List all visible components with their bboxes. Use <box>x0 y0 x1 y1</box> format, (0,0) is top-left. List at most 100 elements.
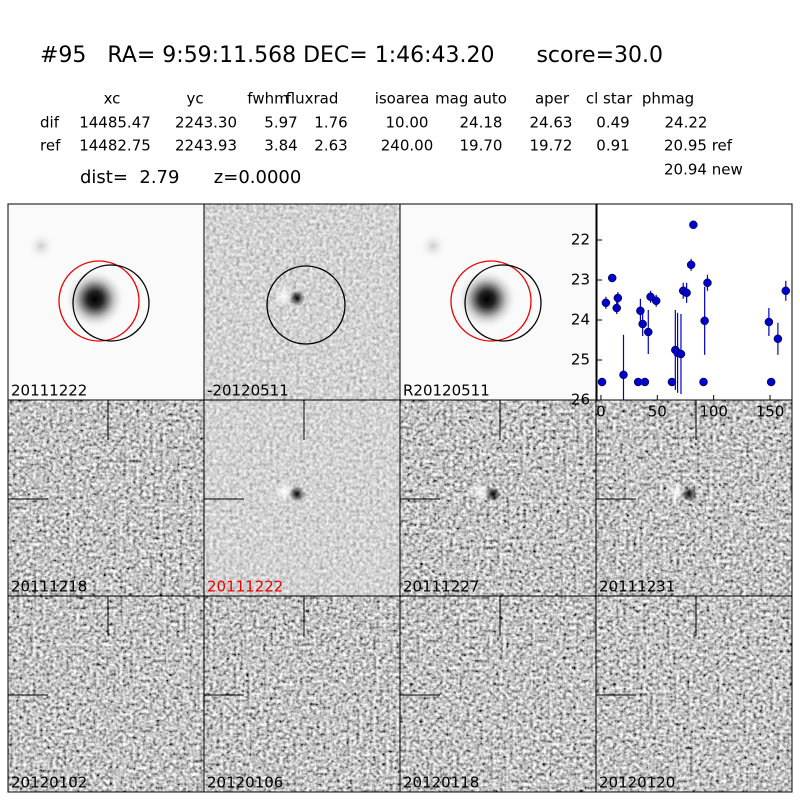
point <box>764 317 774 327</box>
point <box>644 327 653 337</box>
table-cell: 19.70 <box>460 137 503 155</box>
panel-label: 20111222 <box>207 578 283 596</box>
point <box>612 303 621 313</box>
point <box>619 370 628 380</box>
column-header: aper <box>535 90 570 108</box>
point <box>597 377 607 387</box>
panel-noise <box>8 596 204 792</box>
table-cell: 14482.75 <box>79 137 151 155</box>
x-tick-label: 100 <box>699 403 728 421</box>
point <box>667 377 677 387</box>
panel-noise <box>204 596 400 792</box>
red-circle <box>450 260 532 342</box>
table-cell: 0.49 <box>596 114 629 132</box>
positive-blob <box>274 286 294 306</box>
image-panel: 20120106 <box>203 595 401 793</box>
table-cell: 240.00 <box>381 137 434 155</box>
table-cell: 10.00 <box>386 114 429 132</box>
y-tick-label: 24 <box>571 311 590 329</box>
table-cell: 5.97 <box>264 114 297 132</box>
panel-label: 20120106 <box>207 774 283 792</box>
panel-label: 20120118 <box>403 774 479 792</box>
title: #95 RA= 9:59:11.568 DEC= 1:46:43.20 scor… <box>40 43 663 68</box>
table-cell: 0.91 <box>596 137 629 155</box>
column-header: fwhm <box>247 90 288 108</box>
panel-noise <box>400 596 596 792</box>
point <box>676 349 686 359</box>
positive-blob <box>470 482 490 502</box>
panel-label: 20120120 <box>599 774 675 792</box>
point <box>651 296 661 306</box>
image-panel: 20111227 <box>399 399 597 597</box>
negative-blob <box>289 290 305 306</box>
panel-label: 20111231 <box>599 578 675 596</box>
panel-label: -20120511 <box>207 382 289 400</box>
table-cell: 2243.30 <box>175 114 237 132</box>
column-header: xc <box>104 90 121 108</box>
table-cell: ref <box>40 137 61 155</box>
y-tick-label: 23 <box>571 271 590 289</box>
image-panel: -20120511 <box>203 203 401 401</box>
image-panel: 20120102 <box>7 595 205 793</box>
panel-frame <box>595 595 793 793</box>
extra: 20.94 new <box>664 161 743 179</box>
table-cell: 3.84 <box>264 137 297 155</box>
x-tick-label: 150 <box>756 403 785 421</box>
table-cell: dif <box>40 114 60 132</box>
image-panel: 20111222 <box>7 203 205 401</box>
panel-label: R20120511 <box>403 382 490 400</box>
image-panel: R20120511 <box>399 203 597 401</box>
faint-source <box>419 232 447 260</box>
x-tick-label: 50 <box>648 403 667 421</box>
point <box>607 273 617 283</box>
image-panel: 20111222 <box>203 399 401 597</box>
dist: dist= 2.79 z=0.0000 <box>80 167 301 188</box>
plot-bg <box>596 203 793 401</box>
image-panel: 20120120 <box>595 595 793 793</box>
y-tick-label: 26 <box>571 391 590 409</box>
panels: 20111222 -20120511 R20120511 20111218 201112… <box>7 203 793 793</box>
table-cell: 24.18 <box>460 114 503 132</box>
point <box>766 377 776 387</box>
image-panel: 20111218 <box>7 399 205 597</box>
panel-label: 20111218 <box>11 578 87 596</box>
column-header: fluxrad <box>286 90 339 108</box>
column-header: isoarea <box>375 90 430 108</box>
point <box>638 319 647 329</box>
point <box>700 316 709 326</box>
table-cell: 1.76 <box>314 114 347 132</box>
point <box>601 298 611 308</box>
panel-label: 20111222 <box>11 382 87 400</box>
positive-blob <box>274 482 294 502</box>
column-header: cl star <box>586 90 633 108</box>
black-circle <box>464 264 542 342</box>
table-cell: 20.95 ref <box>664 137 733 155</box>
column-header: phmag <box>642 90 694 108</box>
x-tick-label: 0 <box>596 403 606 421</box>
point <box>689 220 698 230</box>
image-panel: 20111231 <box>595 399 793 597</box>
table-cell: 14485.47 <box>79 114 151 132</box>
star <box>65 269 125 329</box>
negative-blob <box>681 486 697 502</box>
faint-source <box>27 232 55 260</box>
column-header: yc <box>186 90 203 108</box>
image-panel: 20120118 <box>399 595 597 793</box>
point <box>781 286 791 296</box>
table-cell: 2243.93 <box>175 137 237 155</box>
panel-label: 20120102 <box>11 774 87 792</box>
column-header: mag auto <box>435 90 507 108</box>
point <box>773 334 783 344</box>
black-circle <box>72 264 150 342</box>
positive-blob <box>666 482 686 502</box>
point <box>699 377 708 387</box>
table-cell: 24.63 <box>530 114 573 132</box>
point <box>686 260 696 270</box>
negative-blob <box>485 486 501 502</box>
y-tick-label: 25 <box>571 351 590 369</box>
table-cell: 24.22 <box>665 114 708 132</box>
y-tick-label: 22 <box>571 231 590 249</box>
red-circle <box>58 260 140 342</box>
table-cell: 19.72 <box>530 137 573 155</box>
point <box>682 288 691 298</box>
